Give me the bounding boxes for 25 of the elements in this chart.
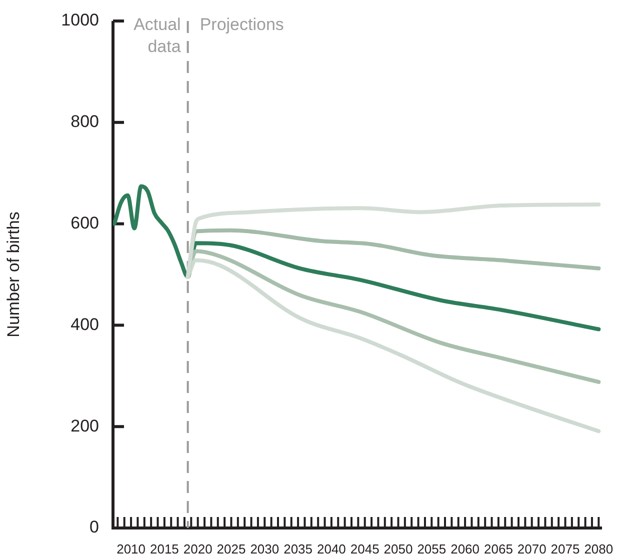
y-axis-title: Number of births <box>4 212 23 338</box>
y-tick-label: 600 <box>70 213 99 232</box>
y-tick-label: 400 <box>70 314 99 334</box>
annotation: Projections <box>200 15 284 34</box>
x-tick-label: 2035 <box>284 541 313 556</box>
annotation: Actual data <box>134 15 182 56</box>
x-tick-label: 2040 <box>316 541 346 556</box>
x-tick-label: 2080 <box>584 541 614 556</box>
x-tick-label: 2045 <box>350 541 380 556</box>
y-tick-label: 0 <box>90 518 99 537</box>
x-tick-label: 2060 <box>450 541 480 556</box>
x-tick-label: 2025 <box>216 541 246 556</box>
x-tick-label: 2055 <box>417 541 446 556</box>
x-tick-label: 2020 <box>183 541 212 556</box>
x-tick-label: 2050 <box>384 541 413 556</box>
y-tick-label: 800 <box>70 112 99 132</box>
x-tick-label: 2030 <box>250 541 280 556</box>
x-tick-label: 2015 <box>150 541 179 556</box>
x-tick-label: 2075 <box>550 541 580 556</box>
x-tick-label: 2065 <box>484 541 513 556</box>
x-tick-label: 2070 <box>517 541 546 556</box>
x-tick-label: 2010 <box>116 541 146 556</box>
line-series <box>113 184 601 332</box>
y-tick-label: 200 <box>70 416 99 436</box>
y-tick-label: 1000 <box>61 10 99 30</box>
